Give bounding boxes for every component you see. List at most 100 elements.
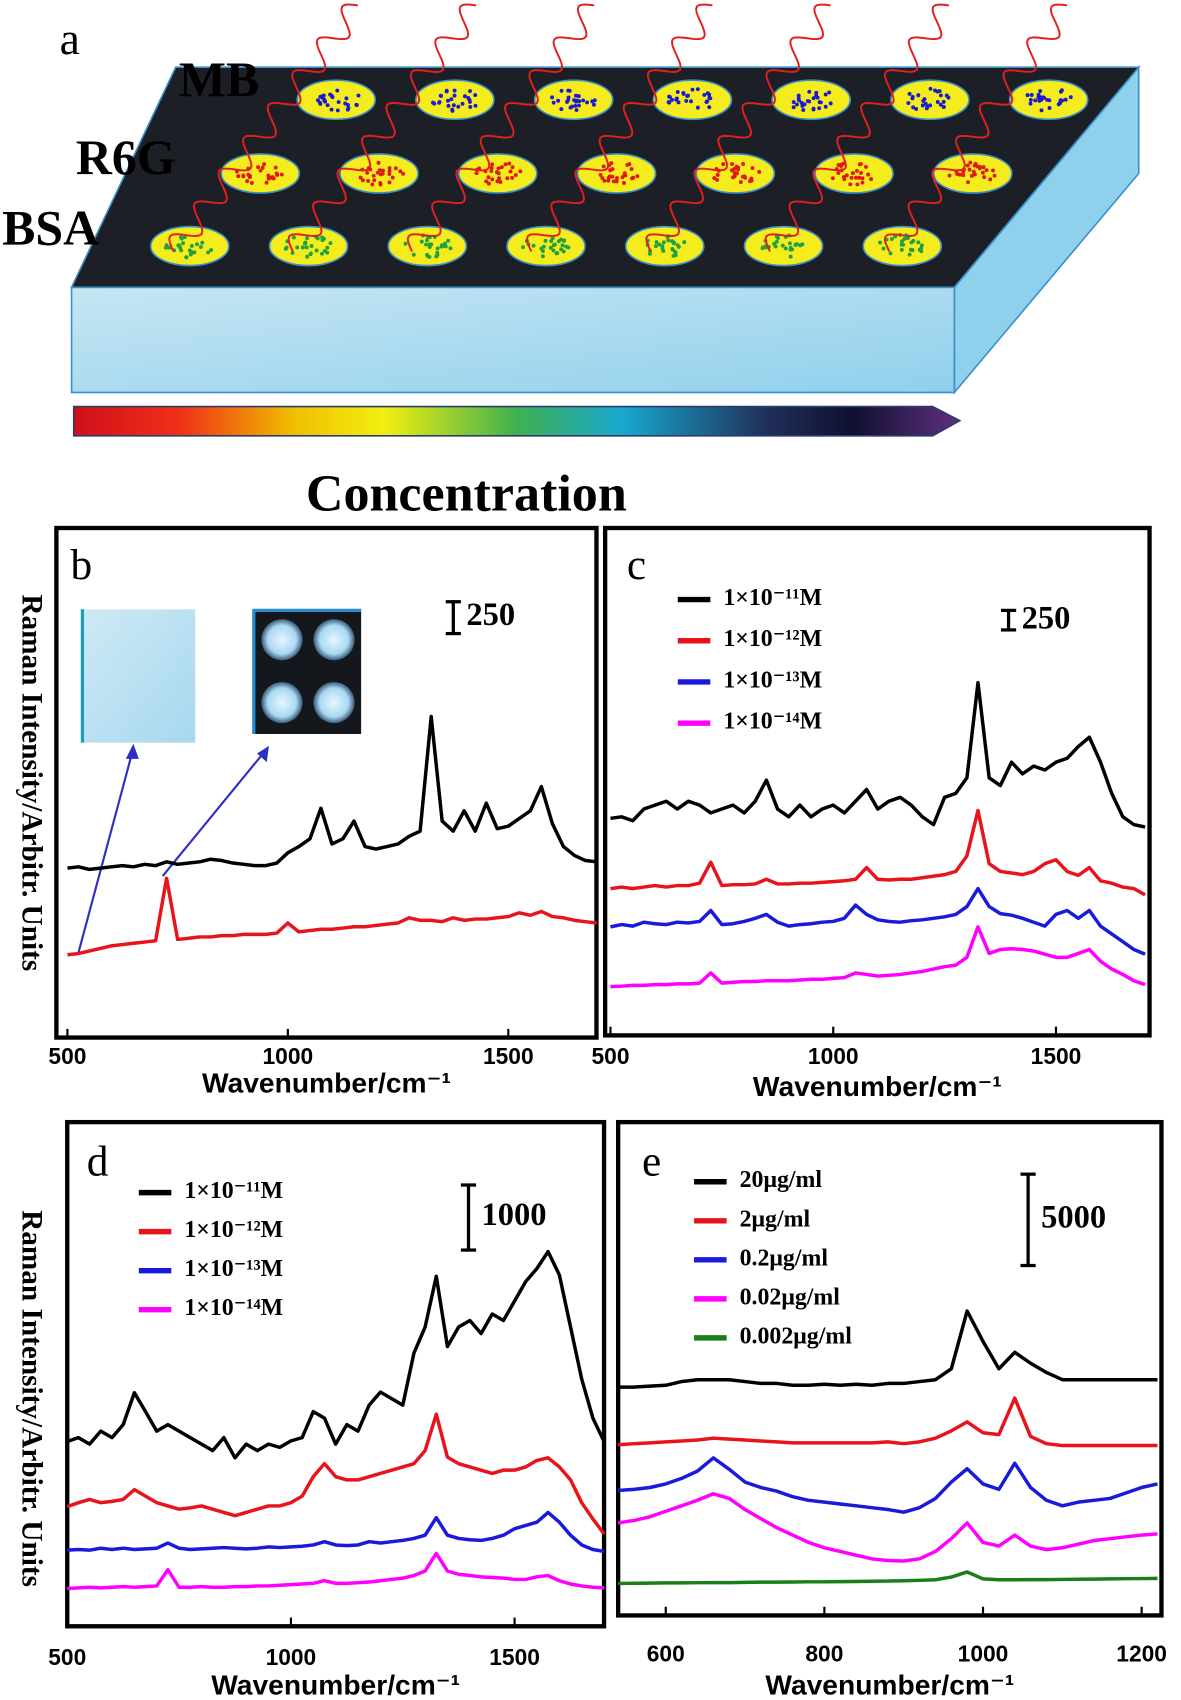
x-axis-title: Wavenumber/cm⁻¹ — [202, 1067, 451, 1099]
molecule — [910, 96, 915, 101]
molecule — [660, 246, 665, 251]
molecule — [521, 245, 526, 250]
molecule — [653, 244, 658, 249]
molecule — [573, 103, 578, 108]
molecule — [309, 244, 314, 248]
spectrum — [67, 1510, 605, 1554]
molecule — [290, 250, 295, 255]
molecule — [780, 243, 785, 248]
molecule — [839, 164, 844, 168]
molecule — [283, 246, 288, 251]
molecule — [554, 251, 559, 256]
molecule — [773, 244, 778, 249]
scale-bar-label: 250 — [466, 597, 515, 633]
molecule — [1038, 89, 1043, 93]
molecule — [661, 240, 666, 245]
scale-bar-label: 1000 — [482, 1197, 547, 1233]
molecule — [1042, 95, 1047, 100]
panel-label: b — [70, 541, 92, 589]
molecule — [295, 245, 300, 250]
legend-label: 1×10⁻¹²M — [723, 626, 822, 652]
molecule — [690, 87, 695, 92]
molecule — [923, 101, 928, 106]
molecule — [928, 86, 933, 91]
molecule — [666, 100, 671, 105]
molecule — [329, 107, 334, 112]
light-wave — [764, 3, 950, 252]
molecule — [567, 88, 572, 93]
molecule — [600, 176, 605, 181]
molecule — [358, 175, 363, 180]
molecule — [467, 98, 472, 102]
molecule — [671, 253, 676, 258]
molecule — [906, 101, 911, 105]
molecule — [609, 161, 614, 166]
spectrum — [67, 1551, 605, 1591]
molecule — [1058, 99, 1063, 104]
molecule — [473, 103, 478, 108]
molecule — [279, 172, 284, 177]
molecule — [888, 251, 893, 256]
x-tick-label: 1000 — [808, 1043, 859, 1069]
x-tick-label: 500 — [48, 1644, 86, 1670]
molecule — [707, 95, 712, 100]
chip-front-face — [70, 286, 956, 394]
molecule — [965, 163, 970, 168]
molecule — [748, 179, 752, 184]
molecule — [855, 182, 860, 187]
molecule — [988, 177, 993, 182]
molecule — [977, 164, 982, 169]
molecule — [262, 162, 267, 167]
spot — [932, 153, 1013, 194]
molecule — [387, 180, 392, 185]
panel-label: c — [627, 541, 646, 589]
molecule — [484, 179, 489, 184]
molecule — [761, 245, 765, 250]
molecule — [249, 181, 254, 185]
molecule — [1028, 97, 1033, 102]
molecule — [1039, 108, 1044, 113]
spot — [387, 225, 468, 267]
molecule — [823, 92, 828, 97]
molecule — [598, 172, 603, 177]
molecule — [551, 100, 556, 105]
molecule — [427, 245, 432, 249]
molecule — [302, 241, 307, 246]
molecule — [1068, 95, 1073, 100]
molecule — [559, 237, 564, 242]
molecule — [734, 164, 739, 169]
molecule — [801, 107, 806, 112]
molecule — [258, 168, 263, 173]
molecule — [830, 176, 835, 181]
x-tick-label: 800 — [805, 1641, 843, 1667]
molecule — [320, 251, 325, 256]
concentration-arrow — [72, 405, 962, 437]
molecule — [376, 160, 381, 165]
molecule — [881, 246, 886, 251]
molecule — [401, 171, 406, 176]
inset-spot — [313, 681, 355, 724]
legend-label: 1×10⁻¹³M — [723, 667, 822, 693]
molecule — [783, 246, 788, 251]
molecule — [919, 243, 924, 248]
x-axis-title: Wavenumber/cm⁻¹ — [211, 1668, 460, 1700]
molecule — [670, 97, 674, 102]
molecule — [705, 91, 710, 96]
spot — [624, 225, 705, 267]
molecule — [707, 105, 712, 110]
molecule — [450, 108, 455, 113]
spot — [506, 225, 586, 267]
molecule — [857, 175, 862, 180]
molecule — [1028, 101, 1033, 106]
molecule — [540, 254, 545, 259]
molecule — [452, 88, 457, 93]
molecule — [686, 93, 690, 98]
spectrum — [618, 1396, 1158, 1448]
molecule — [673, 250, 678, 255]
scale-bar-label: 5000 — [1041, 1199, 1106, 1235]
molecule — [992, 173, 997, 178]
molecule — [451, 103, 456, 108]
molecule — [938, 93, 943, 98]
molecule — [795, 102, 799, 107]
molecule — [807, 89, 812, 94]
